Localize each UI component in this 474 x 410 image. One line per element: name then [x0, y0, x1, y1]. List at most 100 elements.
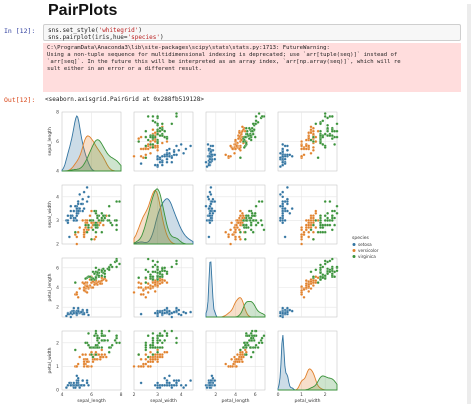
point-setosa: [281, 218, 285, 222]
point-virginica: [335, 122, 339, 126]
code-line: sns.set_style('whitegrid'): [48, 27, 142, 34]
point-versicolor: [230, 221, 234, 225]
point-setosa: [281, 190, 285, 194]
point-setosa: [286, 200, 289, 203]
point-virginica: [330, 214, 334, 218]
vertical-scrollbar[interactable]: [467, 4, 471, 404]
point-versicolor: [85, 291, 89, 294]
point-virginica: [319, 263, 322, 267]
point-virginica: [253, 211, 257, 215]
point-virginica: [243, 135, 247, 139]
point-setosa: [163, 383, 167, 387]
point-virginica: [163, 266, 167, 270]
point-virginica: [323, 145, 327, 149]
point-setosa: [209, 185, 213, 189]
point-versicolor: [78, 287, 82, 290]
point-virginica: [156, 265, 160, 269]
point-virginica: [330, 267, 334, 271]
point-virginica: [90, 237, 93, 241]
point-virginica: [103, 339, 107, 342]
point-versicolor: [160, 281, 164, 285]
point-setosa: [279, 151, 282, 155]
point-virginica: [146, 138, 150, 142]
point-virginica: [170, 329, 174, 333]
point-virginica: [151, 353, 155, 357]
point-versicolor: [234, 138, 237, 142]
point-setosa: [281, 195, 285, 199]
point-versicolor: [224, 153, 228, 157]
point-versicolor: [240, 360, 244, 364]
point-versicolor: [240, 216, 244, 220]
x-tick-label: 6: [254, 392, 257, 398]
point-virginica: [151, 341, 155, 345]
point-versicolor: [307, 230, 311, 234]
point-versicolor: [81, 353, 85, 357]
point-setosa: [64, 314, 68, 318]
point-setosa: [213, 157, 217, 161]
point-virginica: [335, 135, 339, 139]
point-virginica: [107, 214, 111, 218]
point-setosa: [76, 200, 80, 203]
point-setosa: [85, 381, 89, 385]
point-setosa: [67, 381, 71, 385]
point-virginica: [151, 275, 155, 279]
point-setosa: [283, 154, 287, 158]
x-axis-label: petal_length: [222, 398, 250, 404]
point-setosa: [139, 381, 143, 385]
point-virginica: [100, 274, 104, 278]
point-virginica: [335, 129, 339, 133]
point-virginica: [316, 230, 320, 234]
point-virginica: [87, 343, 90, 347]
point-setosa: [281, 311, 285, 315]
code-cell[interactable]: sns.set_style('whitegrid') sns.pairplot(…: [43, 24, 461, 41]
point-versicolor: [137, 365, 141, 368]
point-setosa: [213, 379, 217, 383]
point-setosa: [210, 153, 214, 157]
notebook-heading: PairPlots: [48, 2, 118, 19]
point-virginica: [158, 129, 162, 133]
legend-entry: setosa: [358, 242, 372, 247]
point-setosa: [286, 306, 289, 310]
point-virginica: [115, 265, 118, 269]
point-versicolor: [300, 242, 304, 246]
point-setosa: [69, 214, 73, 218]
point-virginica: [321, 226, 325, 229]
point-virginica: [107, 329, 111, 333]
point-setosa: [283, 157, 287, 161]
point-versicolor: [78, 226, 82, 229]
point-virginica: [249, 336, 253, 340]
point-virginica: [156, 122, 160, 126]
point-setosa: [205, 165, 209, 169]
point-setosa: [85, 200, 89, 203]
point-virginica: [151, 135, 155, 139]
point-versicolor: [85, 360, 89, 364]
warning-line: C:\ProgramData\Anaconda3\lib\site-packag…: [47, 45, 330, 51]
point-versicolor: [314, 226, 318, 229]
point-versicolor: [304, 218, 308, 222]
point-virginica: [115, 223, 118, 227]
point-virginica: [87, 223, 90, 227]
point-setosa: [160, 311, 164, 315]
point-versicolor: [312, 132, 315, 136]
point-setosa: [75, 381, 79, 385]
point-versicolor: [307, 290, 311, 293]
point-versicolor: [146, 291, 150, 294]
point-virginica: [328, 114, 332, 118]
point-versicolor: [234, 228, 237, 232]
point-virginica: [326, 126, 330, 130]
point-virginica: [93, 272, 96, 276]
point-setosa: [172, 310, 176, 314]
point-virginica: [259, 339, 263, 342]
point-virginica: [95, 216, 99, 220]
point-virginica: [241, 140, 245, 143]
point-virginica: [87, 332, 90, 335]
point-versicolor: [85, 285, 89, 288]
point-setosa: [209, 209, 213, 213]
point-setosa: [210, 207, 214, 211]
point-versicolor: [144, 147, 148, 151]
point-virginica: [312, 135, 315, 139]
point-setosa: [156, 154, 160, 158]
point-virginica: [323, 230, 327, 234]
point-versicolor: [146, 365, 150, 368]
point-virginica: [323, 223, 327, 227]
